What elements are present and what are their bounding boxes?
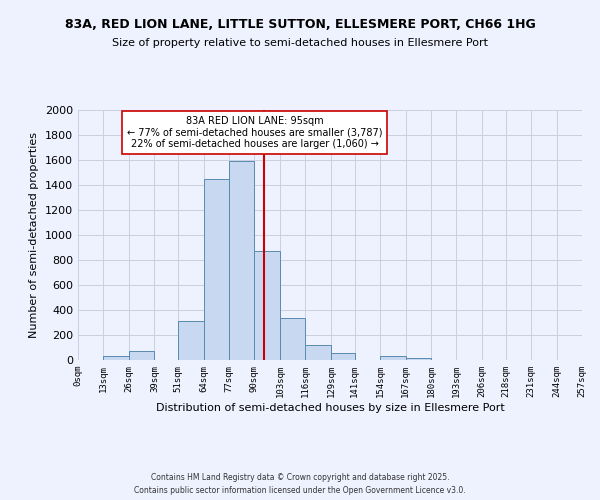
Text: 83A, RED LION LANE, LITTLE SUTTON, ELLESMERE PORT, CH66 1HG: 83A, RED LION LANE, LITTLE SUTTON, ELLES… xyxy=(65,18,535,30)
Bar xyxy=(305,345,331,360)
Bar xyxy=(254,251,280,360)
Bar xyxy=(203,179,229,360)
Bar xyxy=(380,356,406,360)
Bar xyxy=(406,358,431,360)
Y-axis label: Number of semi-detached properties: Number of semi-detached properties xyxy=(29,132,40,338)
Text: Contains HM Land Registry data © Crown copyright and database right 2025.
Contai: Contains HM Land Registry data © Crown c… xyxy=(134,474,466,495)
Text: 83A RED LION LANE: 95sqm
← 77% of semi-detached houses are smaller (3,787)
22% o: 83A RED LION LANE: 95sqm ← 77% of semi-d… xyxy=(127,116,382,150)
Text: Size of property relative to semi-detached houses in Ellesmere Port: Size of property relative to semi-detach… xyxy=(112,38,488,48)
Bar xyxy=(178,320,203,360)
Bar xyxy=(331,353,355,360)
X-axis label: Distribution of semi-detached houses by size in Ellesmere Port: Distribution of semi-detached houses by … xyxy=(155,402,505,412)
Bar xyxy=(103,356,129,360)
Bar xyxy=(129,350,154,360)
Bar xyxy=(229,161,254,360)
Bar xyxy=(280,318,305,360)
